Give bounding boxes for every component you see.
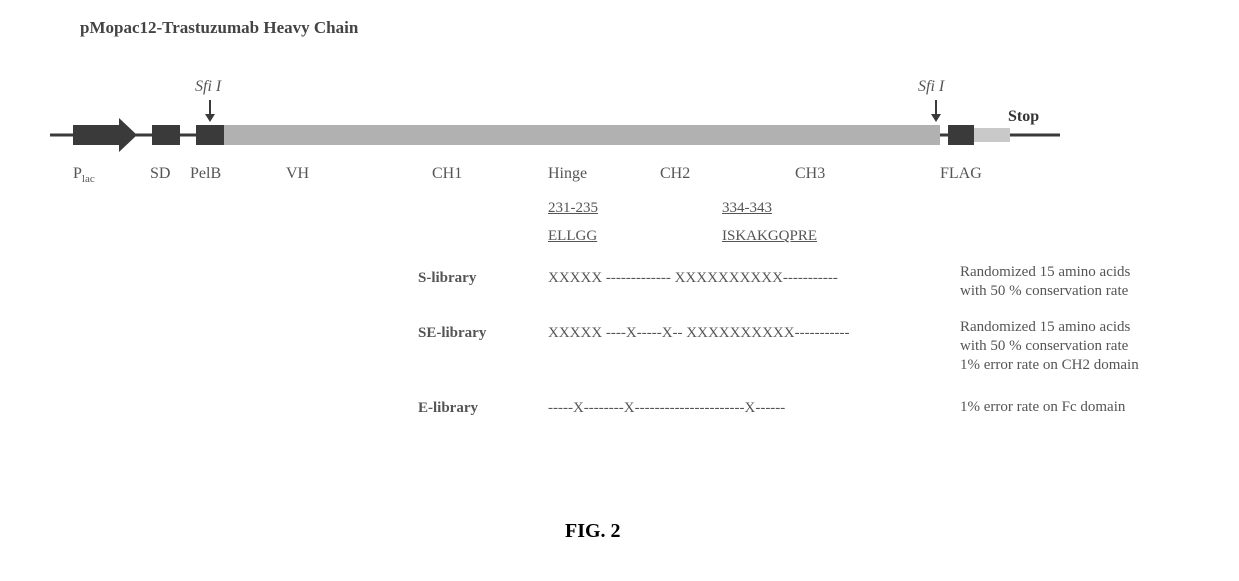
sd-label: SD xyxy=(150,165,170,183)
flag-label: FLAG xyxy=(940,165,982,183)
region2-seq: ISKAKGQPRE xyxy=(722,228,817,245)
sd-box xyxy=(152,125,180,145)
se-library-pattern: XXXXX ----X-----X-- XXXXXXXXXX----------… xyxy=(548,325,850,342)
figure-2-diagram: pMopac12-Trastuzumab Heavy Chain Sf xyxy=(0,0,1239,581)
s-library-pattern: XXXXX ------------- XXXXXXXXXX----------… xyxy=(548,270,838,287)
ch1-label: CH1 xyxy=(432,165,462,183)
se-library-name: SE-library xyxy=(418,325,486,342)
plac-arrow xyxy=(73,118,137,152)
ch3-label: CH3 xyxy=(795,165,825,183)
sfi-label-right: Sfi I xyxy=(918,78,944,96)
ch2-label: CH2 xyxy=(660,165,690,183)
pelb-box xyxy=(196,125,224,145)
region1-seq: ELLGG xyxy=(548,228,597,245)
e-library-name: E-library xyxy=(418,400,478,417)
e-library-pattern: -----X--------X----------------------X--… xyxy=(548,400,785,417)
e-library-desc: 1% error rate on Fc domain xyxy=(960,398,1125,417)
sfi-label-left: Sfi I xyxy=(195,78,221,96)
sfi-arrow-right xyxy=(931,100,941,122)
stop-label: Stop xyxy=(1008,108,1039,126)
coding-region-bar xyxy=(224,125,940,145)
sfi-arrow-left xyxy=(205,100,215,122)
flag-box xyxy=(948,125,974,145)
pelb-label: PelB xyxy=(190,165,221,183)
figure-caption: FIG. 2 xyxy=(565,520,621,543)
s-library-desc: Randomized 15 amino acids with 50 % cons… xyxy=(960,263,1130,301)
region1-range: 231-235 xyxy=(548,200,598,217)
region2-range: 334-343 xyxy=(722,200,772,217)
vh-label: VH xyxy=(286,165,309,183)
se-library-desc: Randomized 15 amino acids with 50 % cons… xyxy=(960,318,1139,374)
trailing-bar xyxy=(974,128,1010,142)
hinge-label: Hinge xyxy=(548,165,587,183)
s-library-name: S-library xyxy=(418,270,476,287)
plac-label: Plac xyxy=(73,165,95,185)
